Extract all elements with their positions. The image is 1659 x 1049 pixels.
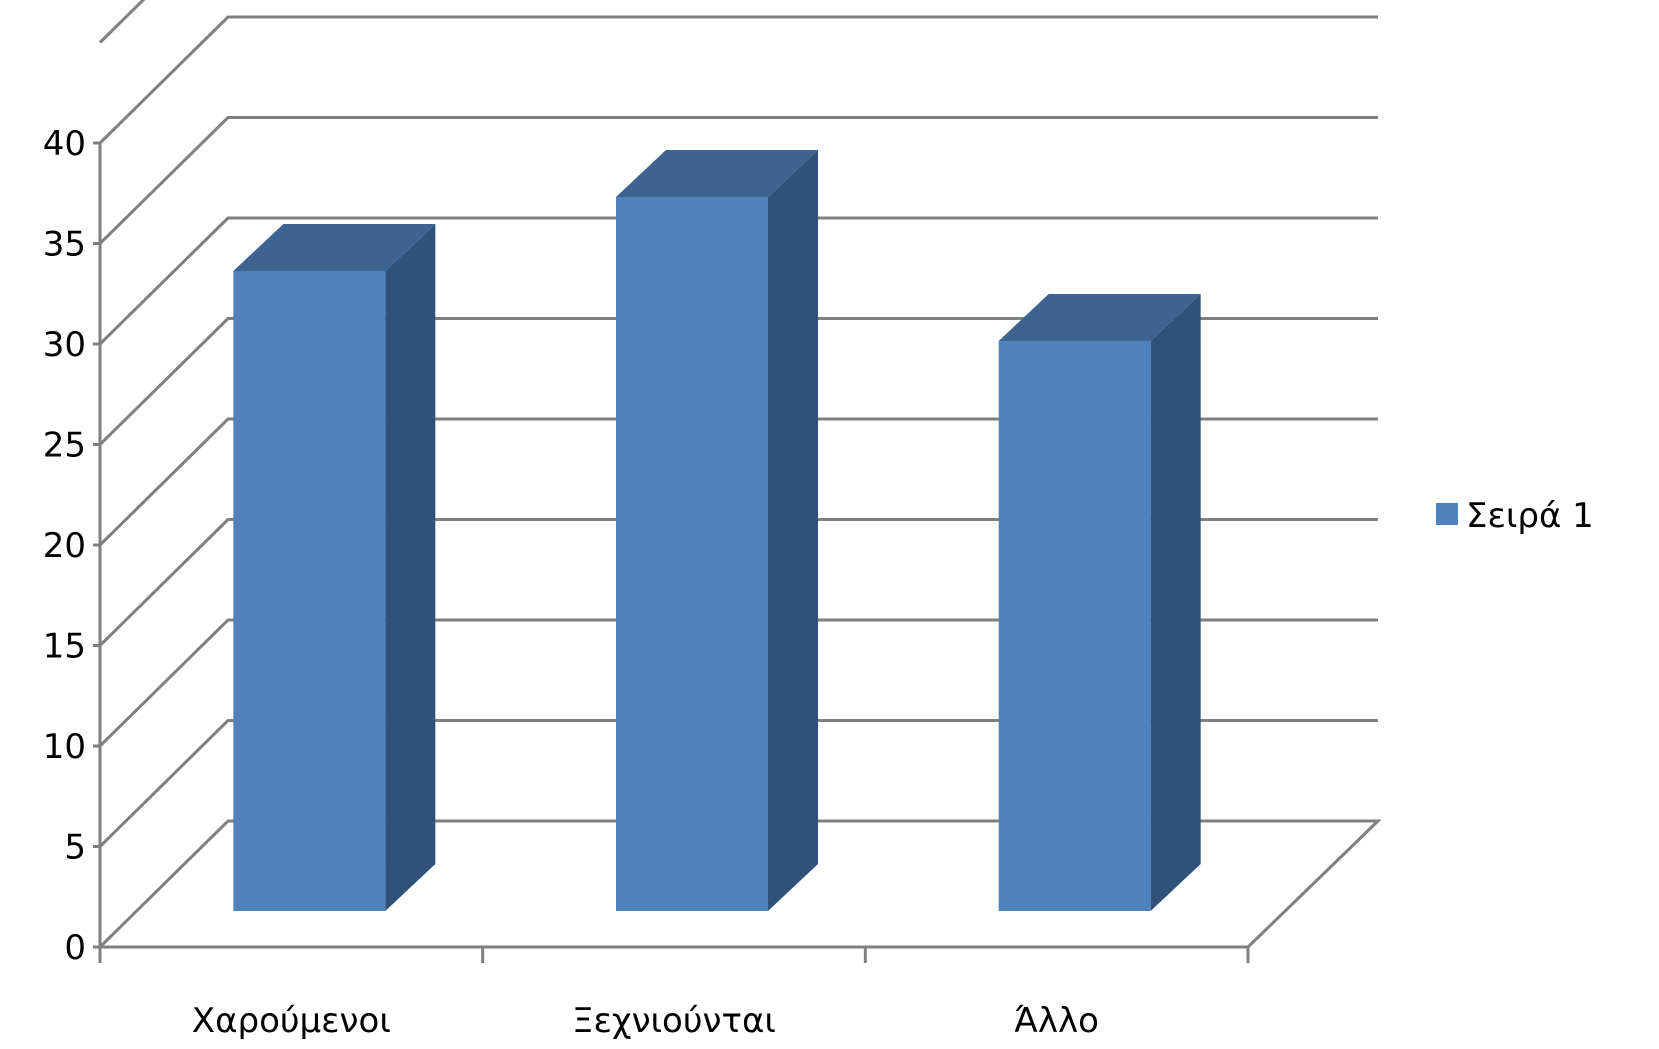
gridline-20	[98, 417, 1378, 547]
bars	[233, 150, 1201, 911]
bar-side-2	[1150, 294, 1201, 911]
legend: Σειρά 1	[1436, 496, 1594, 536]
tick-label-15: 15	[43, 627, 86, 667]
gridlines	[98, 0, 1382, 949]
bar-top-1	[616, 150, 818, 197]
tick-label-35: 35	[43, 225, 86, 265]
gridline-15	[98, 518, 1378, 647]
category-labels: Χαρούμενοι Ξεχνιούνται Άλλο	[192, 1001, 1099, 1041]
gridline-40	[98, 15, 1378, 145]
category-label-1: Ξεχνιούνται	[572, 1001, 776, 1041]
gridline-10	[98, 618, 1378, 748]
gridline-5	[98, 719, 1378, 848]
bar-top-0	[233, 224, 436, 271]
bar-2	[998, 341, 1151, 911]
gridline-35	[98, 116, 1378, 245]
value-axis	[93, 141, 1250, 963]
bar-0	[233, 271, 386, 911]
bar-1	[616, 197, 768, 911]
gridline-45	[98, 0, 146, 44]
tick-label-0: 0	[64, 928, 86, 968]
legend-swatch-series-1	[1436, 503, 1458, 525]
bar-side-1	[768, 150, 818, 911]
gridline-30	[98, 216, 1378, 346]
tick-label-10: 10	[43, 727, 86, 767]
tick-labels: 0 5 10 15 20 25 30 35 40	[43, 124, 86, 968]
tick-label-5: 5	[64, 828, 86, 868]
tick-label-30: 30	[43, 325, 86, 365]
legend-label-series-1: Σειρά 1	[1466, 496, 1594, 536]
category-label-0: Χαρούμενοι	[192, 1001, 391, 1041]
gridline-25	[98, 317, 1378, 446]
bar-top-2	[998, 294, 1201, 341]
tick-label-40: 40	[43, 124, 86, 164]
category-label-2: Άλλο	[1014, 1001, 1099, 1041]
tick-label-20: 20	[43, 526, 86, 566]
bar-side-0	[385, 224, 436, 911]
tick-label-25: 25	[43, 426, 86, 466]
